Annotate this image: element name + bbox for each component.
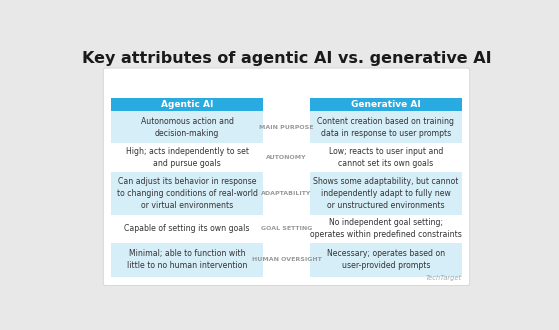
Bar bbox=[310, 143, 462, 172]
Bar bbox=[263, 215, 310, 243]
Text: TechTarget: TechTarget bbox=[426, 275, 462, 281]
FancyBboxPatch shape bbox=[103, 68, 470, 285]
Bar bbox=[263, 112, 310, 143]
Text: GOAL SETTING: GOAL SETTING bbox=[261, 226, 312, 231]
Bar bbox=[263, 172, 310, 215]
Bar bbox=[111, 143, 263, 172]
Bar bbox=[111, 98, 263, 112]
Bar bbox=[111, 215, 263, 243]
Text: Minimal; able to function with
little to no human intervention: Minimal; able to function with little to… bbox=[127, 249, 247, 271]
Bar bbox=[111, 243, 263, 277]
Text: Capable of setting its own goals: Capable of setting its own goals bbox=[124, 224, 250, 233]
Text: High; acts independently to set
and pursue goals: High; acts independently to set and purs… bbox=[126, 147, 249, 168]
Text: HUMAN OVERSIGHT: HUMAN OVERSIGHT bbox=[252, 257, 321, 262]
Text: ADAPTABILITY: ADAPTABILITY bbox=[261, 191, 312, 196]
Bar bbox=[263, 243, 310, 277]
Text: Autonomous action and
decision-making: Autonomous action and decision-making bbox=[140, 117, 234, 138]
Text: Can adjust its behavior in response
to changing conditions of real-world
or virt: Can adjust its behavior in response to c… bbox=[117, 177, 258, 210]
Bar bbox=[111, 112, 263, 143]
Text: Generative AI: Generative AI bbox=[351, 100, 421, 109]
Text: Low; reacts to user input and
cannot set its own goals: Low; reacts to user input and cannot set… bbox=[329, 147, 443, 168]
Bar bbox=[310, 243, 462, 277]
Bar bbox=[263, 143, 310, 172]
Text: Agentic AI: Agentic AI bbox=[161, 100, 214, 109]
Text: MAIN PURPOSE: MAIN PURPOSE bbox=[259, 125, 314, 130]
Text: Content creation based on training
data in response to user prompts: Content creation based on training data … bbox=[318, 117, 454, 138]
Text: Shows some adaptability, but cannot
independently adapt to fully new
or unstruct: Shows some adaptability, but cannot inde… bbox=[313, 177, 458, 210]
Text: Key attributes of agentic AI vs. generative AI: Key attributes of agentic AI vs. generat… bbox=[82, 51, 491, 66]
Text: No independent goal setting;
operates within predefined constraints: No independent goal setting; operates wi… bbox=[310, 218, 462, 240]
Bar bbox=[263, 98, 310, 112]
Bar bbox=[111, 172, 263, 215]
Bar bbox=[310, 215, 462, 243]
Text: AUTONOMY: AUTONOMY bbox=[266, 155, 307, 160]
Bar bbox=[310, 112, 462, 143]
Bar bbox=[310, 172, 462, 215]
Text: Necessary; operates based on
user-provided prompts: Necessary; operates based on user-provid… bbox=[327, 249, 445, 271]
Bar bbox=[310, 98, 462, 112]
